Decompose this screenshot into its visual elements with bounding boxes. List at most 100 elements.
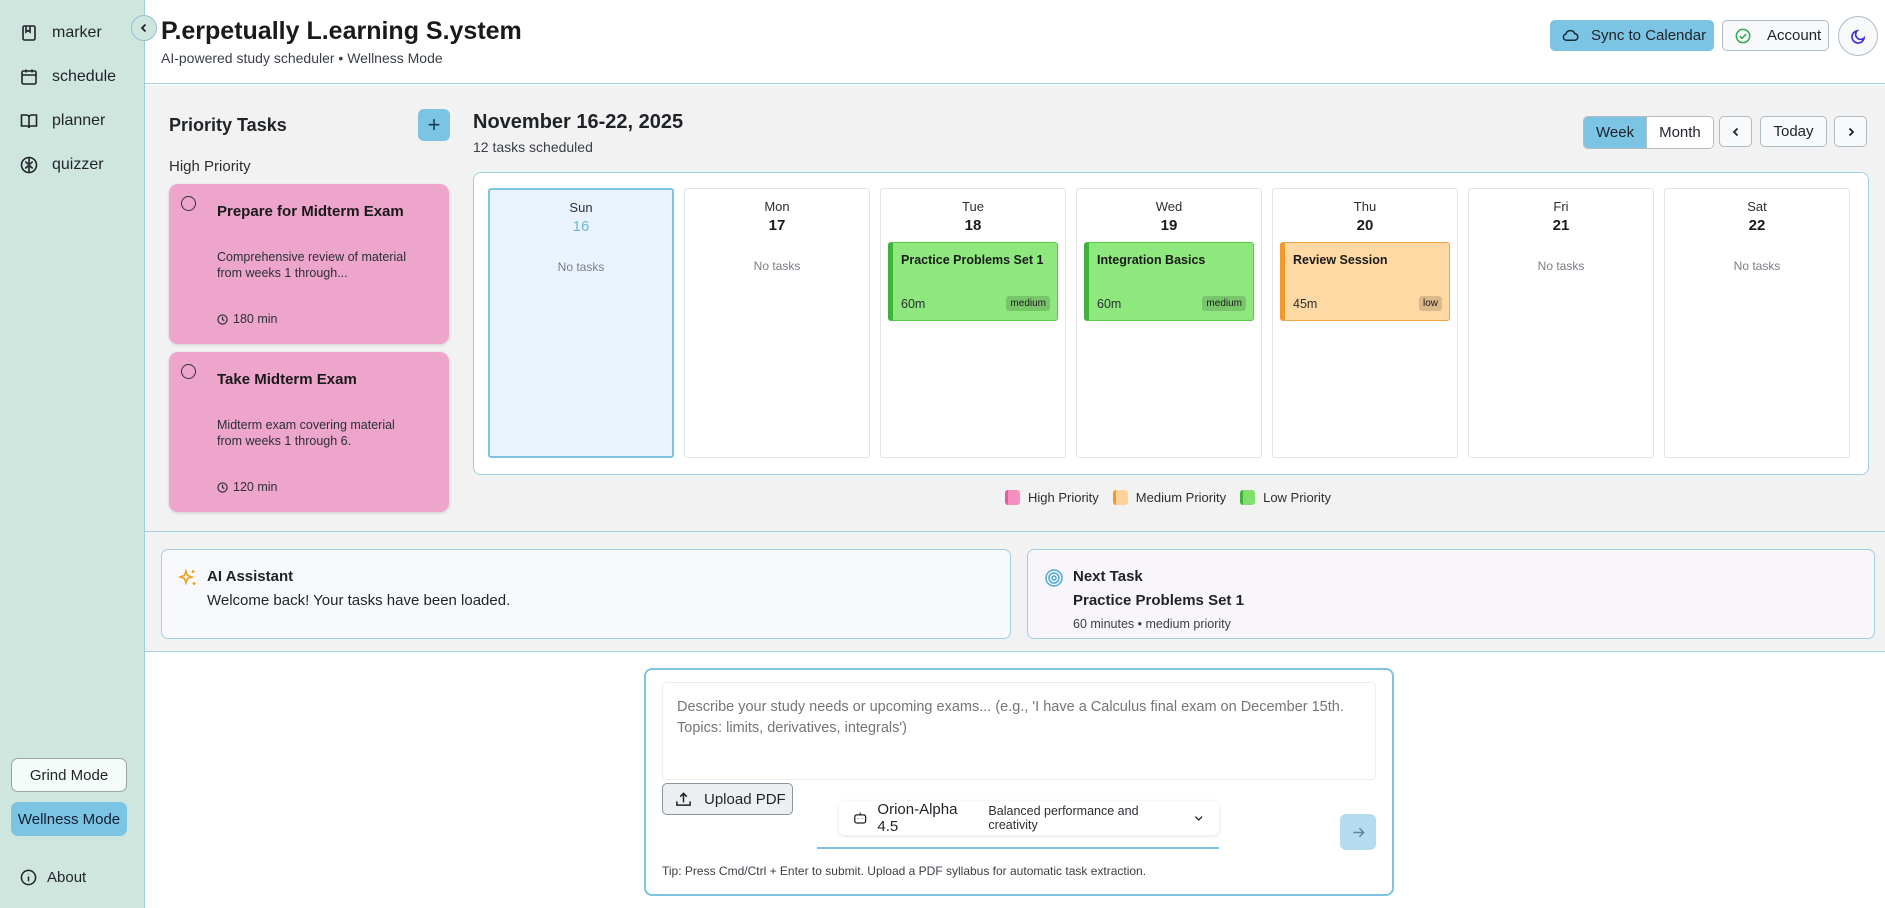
about-label: About [47,869,87,886]
day-column-mon[interactable]: Mon 17 No tasks [684,188,870,458]
ai-assistant-message: Welcome back! Your tasks have been loade… [207,592,511,609]
sidebar-item-label: planner [52,112,106,129]
priority-task-card[interactable]: Take Midterm Exam Midterm exam covering … [169,352,449,512]
legend-medium: Medium Priority [1112,490,1226,505]
day-column-wed[interactable]: Wed 19 Integration Basics 60m medium [1076,188,1262,458]
sync-label: Sync to Calendar [1591,27,1707,44]
no-tasks-text: No tasks [1537,259,1585,273]
legend-label: Low Priority [1263,490,1332,505]
study-needs-input[interactable] [662,682,1376,780]
week-view-button[interactable]: Week [1584,117,1647,148]
day-column-sat[interactable]: Sat 22 No tasks [1664,188,1850,458]
no-tasks-text: No tasks [1733,259,1781,273]
day-name: Fri [1553,199,1569,214]
legend-swatch [1240,490,1256,505]
task-description: Comprehensive review of material from we… [217,250,406,280]
calendar-event[interactable]: Integration Basics 60m medium [1084,242,1254,321]
ai-assistant-card: AI Assistant Welcome back! Your tasks ha… [161,549,1011,639]
legend-label: High Priority [1028,490,1099,505]
sidebar-item-marker[interactable]: marker [20,24,102,42]
theme-toggle-button[interactable] [1838,16,1878,56]
month-view-button[interactable]: Month [1646,117,1713,148]
task-complete-radio[interactable] [181,196,196,211]
task-title: Prepare for Midterm Exam [217,203,404,220]
legend-high: High Priority [1005,490,1099,505]
calendar-title: November 16-22, 2025 [473,111,684,133]
priority-legend: High Priority Medium Priority Low Priori… [1005,490,1331,505]
day-number: 22 [1748,217,1766,234]
chevron-left-icon [140,23,147,33]
book-icon [20,114,38,129]
info-icon [20,869,37,886]
next-task-card[interactable]: Next Task Practice Problems Set 1 60 min… [1027,549,1875,639]
info-band: AI Assistant Welcome back! Your tasks ha… [145,531,1885,652]
upload-pdf-button[interactable]: Upload PDF [662,783,793,815]
duration-text: 180 min [233,312,278,326]
collapse-sidebar-button[interactable] [131,15,157,41]
sparkles-icon [178,568,196,586]
legend-swatch [1005,490,1020,505]
task-duration: 120 min [217,480,277,494]
day-number: 19 [1160,217,1178,234]
app-subtitle: AI-powered study scheduler • Wellness Mo… [161,50,443,66]
upload-label: Upload PDF [704,790,786,808]
priority-task-card[interactable]: Prepare for Midterm Exam Comprehensive r… [169,184,449,344]
no-tasks-text: No tasks [753,259,801,273]
chevron-right-icon [1848,127,1854,136]
sidebar-item-quizzer[interactable]: quizzer [20,156,104,174]
model-name: Orion-Alpha 4.5 [877,801,958,835]
model-selector[interactable]: Orion-Alpha 4.5 Balanced performance and… [817,801,1219,849]
priority-badge: medium [1006,296,1050,311]
sidebar-item-schedule[interactable]: schedule [20,68,116,86]
brain-icon [20,156,38,174]
week-calendar: Sun 16 No tasks Mon 17 No tasks Tue 18 P… [473,172,1869,475]
wellness-mode-button[interactable]: Wellness Mode [11,802,127,836]
grind-mode-button[interactable]: Grind Mode [11,758,127,792]
clock-icon [217,481,228,493]
day-name: Wed [1155,199,1183,214]
priority-tasks-title: Priority Tasks [169,115,287,135]
sync-calendar-button[interactable]: Sync to Calendar [1550,20,1714,51]
check-circle-icon [1735,28,1751,43]
next-week-button[interactable] [1834,116,1867,147]
account-label: Account [1767,27,1822,44]
arrow-right-icon [1352,827,1365,837]
calendar-icon [21,69,37,85]
clock-icon [217,313,228,325]
legend-swatch [1112,490,1128,505]
day-column-tue[interactable]: Tue 18 Practice Problems Set 1 60m mediu… [880,188,1066,458]
about-link[interactable]: About [20,869,86,886]
header: P.erpetually L.earning S.ystem AI-powere… [145,0,1885,84]
day-name: Mon [764,199,790,214]
prev-week-button[interactable] [1719,116,1752,147]
no-tasks-text: No tasks [557,260,605,274]
priority-badge: low [1418,296,1442,311]
send-button[interactable] [1340,814,1376,850]
task-description: Midterm exam covering material from week… [217,418,395,448]
calendar-event[interactable]: Practice Problems Set 1 60m medium [888,242,1058,321]
day-column-thu[interactable]: Thu 20 Review Session 45m low [1272,188,1458,458]
day-number: 18 [964,217,982,234]
task-complete-radio[interactable] [181,364,196,379]
duration-text: 120 min [233,480,278,494]
app-title: P.erpetually L.earning S.ystem [161,17,522,45]
task-title: Take Midterm Exam [217,371,357,388]
add-task-button[interactable]: + [418,109,450,141]
chevron-down-icon [1195,816,1204,821]
study-input-panel: Upload PDF Orion-Alpha 4.5 Balanced perf… [644,668,1394,896]
sidebar-item-planner[interactable]: planner [20,112,105,130]
day-number: 21 [1552,217,1570,234]
main-area: Priority Tasks + High Priority Prepare f… [145,85,1885,531]
event-duration: 60m [901,297,926,311]
day-column-fri[interactable]: Fri 21 No tasks [1468,188,1654,458]
account-button[interactable]: Account [1722,20,1829,51]
model-dropdown[interactable]: Orion-Alpha 4.5 Balanced performance and… [839,801,1219,835]
calendar-event[interactable]: Review Session 45m low [1280,242,1450,321]
day-number: 20 [1356,217,1374,234]
today-button[interactable]: Today [1760,116,1827,147]
day-name: Sat [1747,199,1767,214]
day-column-sun[interactable]: Sun 16 No tasks [488,188,674,458]
sidebar-item-label: quizzer [52,156,104,173]
sidebar-item-label: marker [52,24,102,41]
event-title: Practice Problems Set 1 [901,253,1044,267]
